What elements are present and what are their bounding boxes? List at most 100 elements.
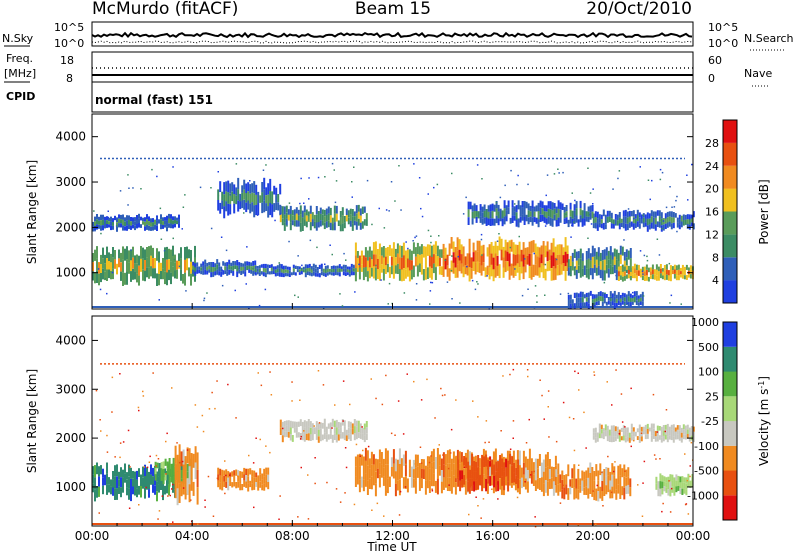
echo-cell bbox=[526, 458, 529, 471]
echo-cell bbox=[518, 450, 521, 466]
echo-cell bbox=[650, 429, 653, 436]
echo-cell bbox=[684, 219, 687, 225]
echo-cell bbox=[308, 271, 311, 276]
echo-cell bbox=[249, 480, 252, 488]
echo-cell bbox=[297, 221, 300, 227]
echo-cell bbox=[368, 468, 371, 479]
echo-cell bbox=[629, 302, 632, 307]
scatter-point bbox=[316, 246, 318, 249]
scatter-point bbox=[604, 292, 606, 294]
echo-cell bbox=[390, 248, 393, 257]
scatter-point bbox=[217, 171, 219, 173]
echo-cell bbox=[200, 267, 203, 271]
scatter-point bbox=[383, 515, 385, 517]
echo-cell bbox=[686, 214, 689, 220]
echo-cell bbox=[138, 218, 140, 223]
echo-cell bbox=[154, 258, 156, 269]
echo-cell bbox=[569, 209, 572, 217]
echo-cell bbox=[583, 210, 586, 219]
power-plot-area bbox=[92, 157, 695, 310]
echo-cell bbox=[629, 248, 632, 259]
echo-cell bbox=[628, 222, 631, 228]
scatter-point bbox=[613, 470, 615, 473]
echo-cell bbox=[548, 260, 551, 271]
echo-cell bbox=[680, 427, 683, 433]
echo-cell bbox=[378, 255, 381, 269]
echo-cell bbox=[166, 246, 168, 260]
echo-cell bbox=[682, 424, 685, 430]
echo-cell bbox=[536, 478, 539, 489]
echo-cell bbox=[267, 183, 270, 195]
scatter-point bbox=[546, 174, 549, 176]
scatter-point bbox=[196, 426, 199, 428]
scatter-point bbox=[257, 372, 259, 374]
scatter-point bbox=[509, 448, 512, 450]
echo-cell bbox=[253, 470, 256, 477]
scatter-point bbox=[441, 394, 444, 397]
echo-cell bbox=[354, 466, 357, 477]
echo-cell bbox=[295, 213, 298, 221]
echo-cell bbox=[178, 219, 180, 224]
scatter-point bbox=[278, 518, 280, 520]
echo-cell bbox=[338, 268, 341, 273]
echo-cell bbox=[477, 466, 480, 478]
echo-cell bbox=[624, 432, 627, 438]
scatter-point bbox=[659, 178, 662, 181]
echo-cell bbox=[238, 269, 241, 274]
echo-cell bbox=[318, 264, 321, 269]
echo-cell bbox=[356, 464, 359, 475]
echo-cell bbox=[430, 268, 433, 280]
echo-cell bbox=[450, 260, 453, 273]
echo-cell bbox=[501, 467, 504, 477]
scatter-point bbox=[655, 458, 657, 460]
echo-cell bbox=[368, 478, 371, 489]
echo-cell bbox=[577, 489, 580, 500]
scatter-point bbox=[385, 209, 388, 211]
echo-cell bbox=[122, 214, 124, 220]
echo-cell bbox=[539, 214, 542, 222]
echo-cell bbox=[667, 476, 670, 483]
scatter-point bbox=[669, 511, 672, 513]
scatter-point bbox=[159, 207, 162, 210]
echo-cell bbox=[467, 209, 470, 218]
echo-cell bbox=[232, 266, 235, 271]
echo-cell bbox=[267, 206, 270, 218]
echo-cell bbox=[162, 479, 164, 490]
echo-cell bbox=[229, 183, 232, 194]
echo-cell bbox=[136, 254, 138, 264]
echo-cell bbox=[349, 220, 352, 227]
echo-cell bbox=[607, 297, 610, 301]
echo-cell bbox=[440, 458, 443, 471]
echo-cell bbox=[315, 421, 318, 428]
echo-cell bbox=[270, 270, 273, 275]
echo-cell bbox=[282, 269, 285, 274]
echo-cell bbox=[188, 448, 191, 467]
echo-cell bbox=[406, 258, 409, 268]
echo-cell bbox=[231, 191, 234, 202]
echo-cell bbox=[640, 214, 643, 219]
echo-cell bbox=[124, 473, 126, 483]
echo-cell bbox=[531, 217, 534, 226]
echo-cell bbox=[315, 427, 318, 434]
echo-cell bbox=[106, 473, 108, 485]
echo-cell bbox=[158, 478, 161, 487]
echo-cell bbox=[410, 260, 413, 270]
scatter-point bbox=[301, 264, 303, 267]
scatter-point bbox=[158, 510, 161, 512]
echo-cell bbox=[650, 423, 653, 430]
echo-cell bbox=[673, 489, 676, 496]
echo-cell bbox=[606, 216, 609, 223]
echo-cell bbox=[160, 462, 163, 469]
echo-cell bbox=[106, 258, 108, 270]
echo-cell bbox=[589, 462, 592, 473]
echo-cell bbox=[520, 467, 523, 478]
scatter-point bbox=[265, 445, 267, 447]
echo-cell bbox=[408, 260, 411, 271]
echo-cell bbox=[621, 300, 624, 305]
echo-cell bbox=[444, 454, 447, 466]
echo-cell bbox=[357, 420, 360, 427]
echo-cell bbox=[394, 471, 397, 484]
echo-cell bbox=[454, 482, 457, 495]
velocity-ylabel: Slant Range [km] bbox=[25, 369, 39, 473]
